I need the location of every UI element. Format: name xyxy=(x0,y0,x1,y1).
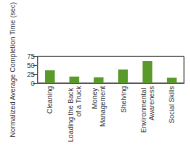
svg-text:Social Skills: Social Skills xyxy=(168,86,175,124)
svg-text:Shelving: Shelving xyxy=(120,86,128,113)
svg-text:Awareness: Awareness xyxy=(148,86,155,121)
svg-text:Environmental: Environmental xyxy=(140,86,147,133)
svg-text:75: 75 xyxy=(27,53,35,60)
svg-text:50: 50 xyxy=(27,62,35,69)
svg-text:25: 25 xyxy=(27,71,35,78)
svg-text:Cleaning: Cleaning xyxy=(46,86,54,114)
svg-text:Money: Money xyxy=(91,86,99,109)
svg-text:of a Truck: of a Truck xyxy=(75,86,82,117)
svg-text:0: 0 xyxy=(31,80,35,87)
svg-text:Management: Management xyxy=(99,86,107,127)
svg-text:Loading the Back: Loading the Back xyxy=(67,86,75,142)
svg-text:Normalized Average Completion: Normalized Average Completion Time (sec) xyxy=(9,2,17,137)
